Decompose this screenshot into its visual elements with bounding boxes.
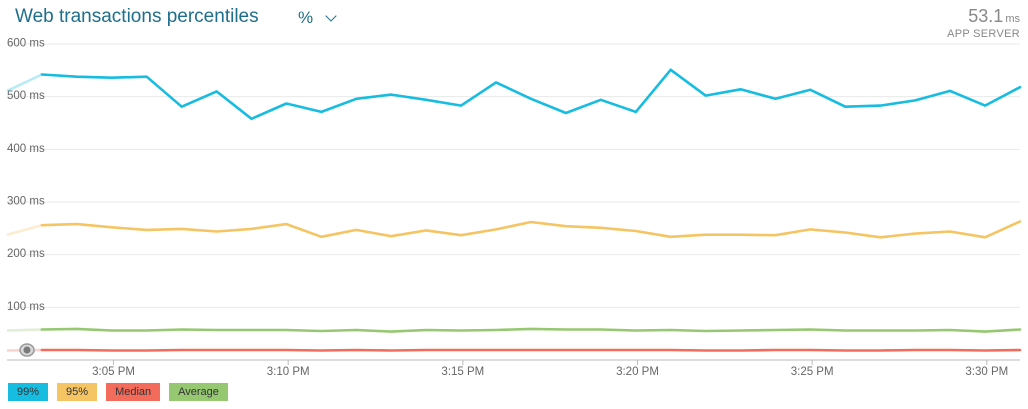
- x-tick-label: 3:25 PM: [791, 366, 834, 378]
- x-tick-label: 3:15 PM: [441, 366, 484, 378]
- percentiles-line-chart[interactable]: 600 ms 500 ms 400 ms 300 ms 200 ms 100 ms 3:05…: [0, 0, 1028, 380]
- y-tick-label: 600 ms: [7, 38, 45, 50]
- y-tick-label: 300 ms: [7, 196, 45, 208]
- drag-handle-dot: [23, 346, 31, 354]
- series-line-average-faded: [6, 328, 42, 332]
- summary-value: 53.1: [968, 6, 1004, 26]
- app-server-summary: 53.1 ms APP SERVER: [947, 6, 1020, 40]
- x-tick-label: 3:05 PM: [92, 366, 135, 378]
- chart-legend: 99% 95% Median Average: [8, 383, 228, 401]
- series-line-99[interactable]: [40, 68, 1022, 121]
- summary-label: APP SERVER: [947, 28, 1020, 40]
- y-tick-label: 100 ms: [7, 301, 45, 313]
- y-tick-label: 200 ms: [7, 248, 45, 260]
- summary-unit: ms: [1005, 13, 1020, 25]
- unit-selector-value: %: [298, 8, 314, 27]
- y-tick-label: 400 ms: [7, 143, 45, 155]
- x-tick-label: 3:20 PM: [616, 366, 659, 378]
- chart-title: Web transactions percentiles: [15, 6, 259, 27]
- series-line-95-faded: [6, 223, 43, 236]
- series-line-99-faded: [6, 73, 43, 93]
- unit-selector[interactable]: %: [298, 8, 337, 28]
- series-line-95[interactable]: [40, 220, 1022, 239]
- legend-item-median[interactable]: Median: [106, 383, 161, 401]
- series-line-median[interactable]: [40, 348, 1022, 352]
- legend-item-average[interactable]: Average: [169, 383, 228, 401]
- x-tick-label: 3:10 PM: [267, 366, 310, 378]
- legend-item-95[interactable]: 95%: [57, 383, 98, 401]
- y-tick-label: 500 ms: [7, 90, 45, 102]
- series-line-average[interactable]: [40, 327, 1022, 333]
- legend-item-99[interactable]: 99%: [8, 383, 49, 401]
- x-tick-label: 3:30 PM: [965, 366, 1008, 378]
